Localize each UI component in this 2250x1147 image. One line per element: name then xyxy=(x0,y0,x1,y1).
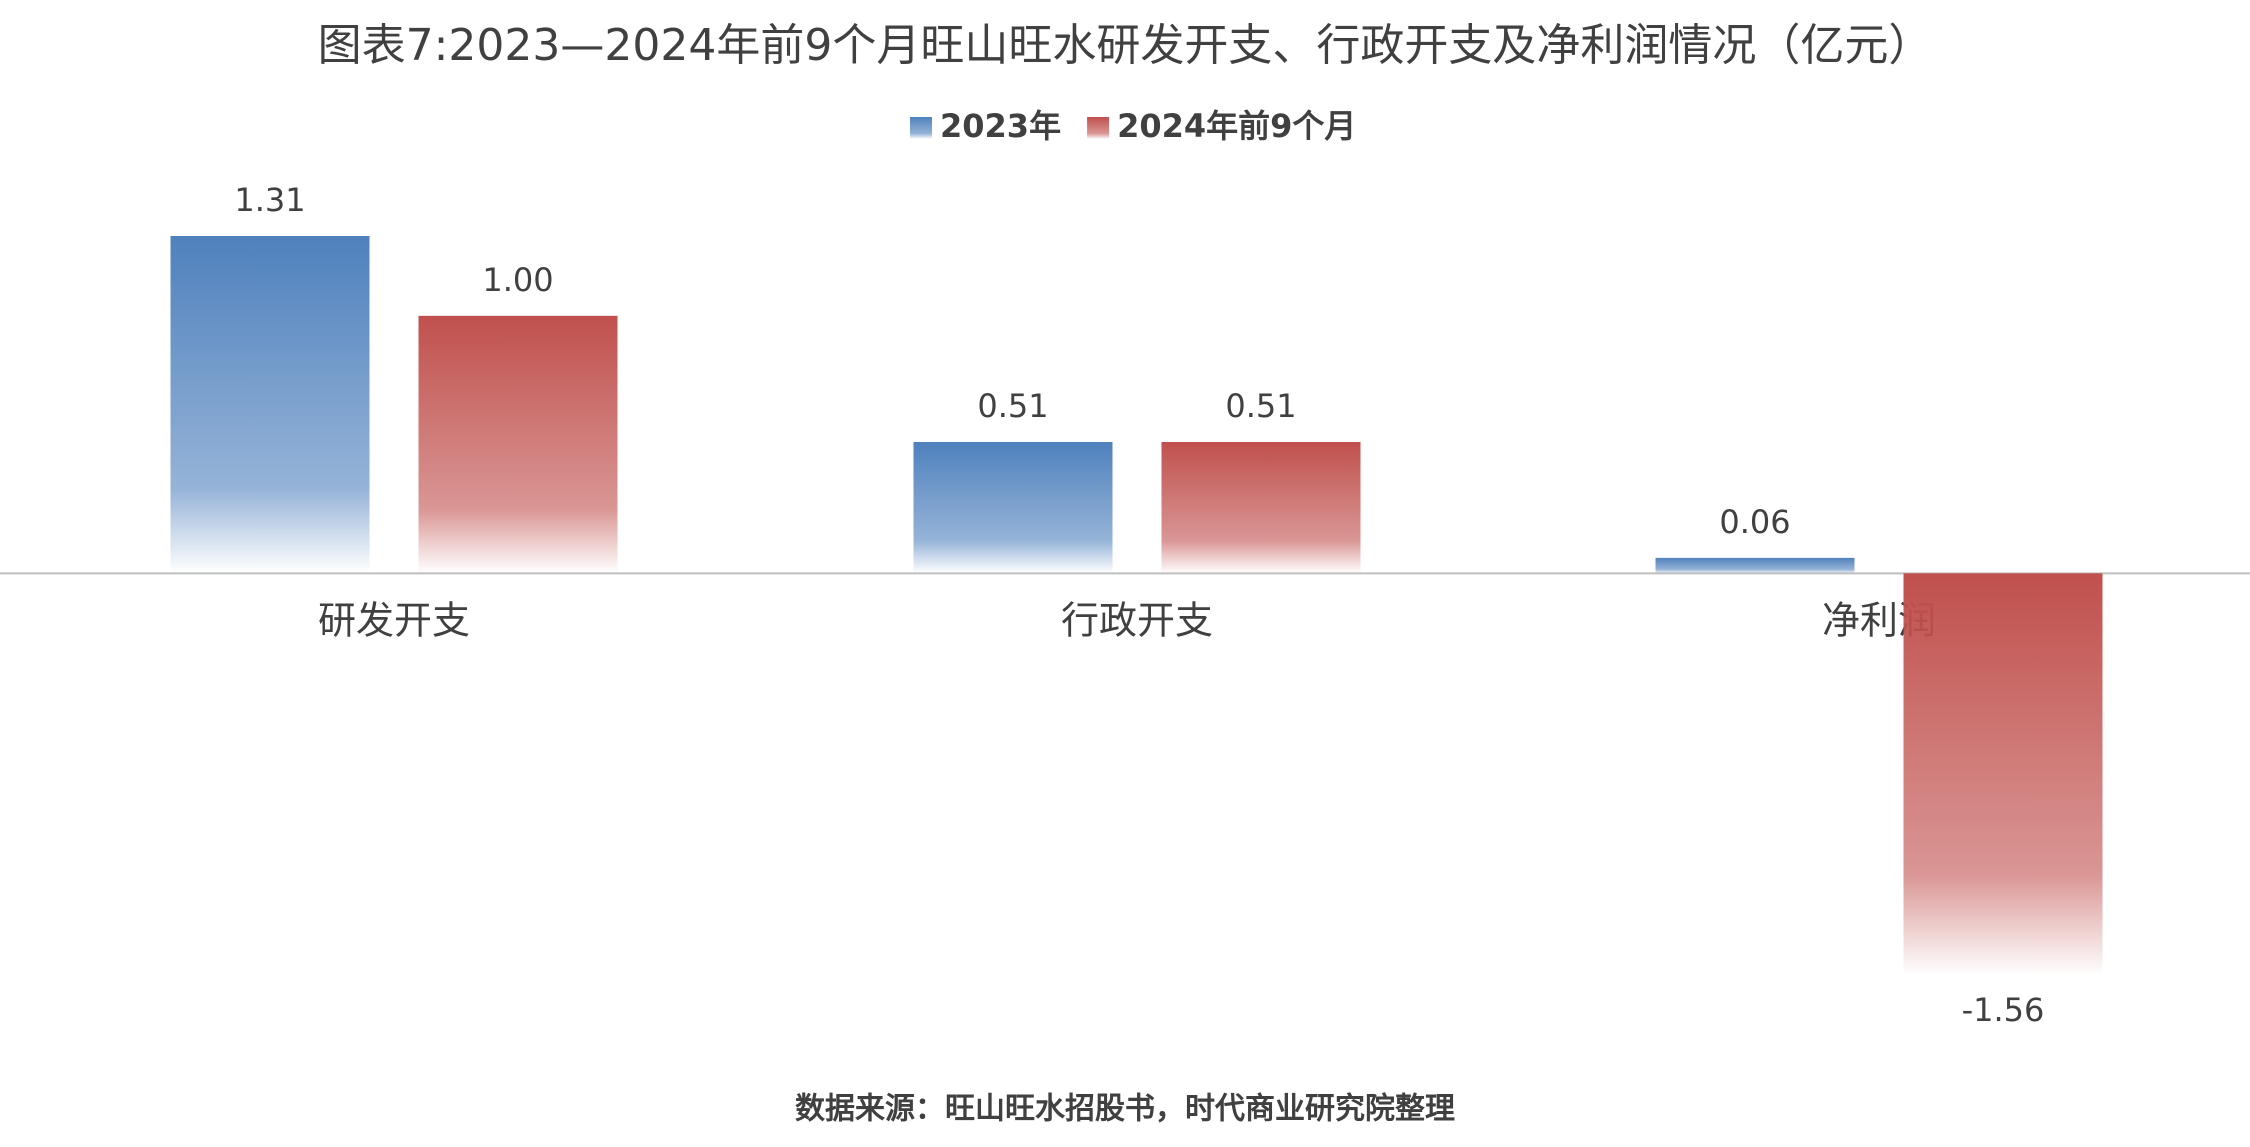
legend-swatch xyxy=(1087,117,1110,139)
bar xyxy=(1161,441,1361,574)
bar xyxy=(1903,573,2103,975)
value-label: 1.31 xyxy=(234,181,305,219)
legend-swatch xyxy=(910,117,932,139)
x-tick-label: 研发开支 xyxy=(318,599,470,643)
chart-title: 图表7:2023—2024年前9个月旺山旺水研发开支、行政开支及净利润情况（亿元… xyxy=(318,20,1933,71)
bar xyxy=(170,236,370,574)
value-label: 0.51 xyxy=(1225,387,1296,425)
value-label: -1.56 xyxy=(1962,991,2045,1029)
value-label: 0.51 xyxy=(977,387,1048,425)
legend-label: 2023年 xyxy=(940,107,1061,145)
bar xyxy=(1655,557,1855,574)
bar xyxy=(418,315,618,574)
bar xyxy=(913,441,1113,574)
value-label: 0.06 xyxy=(1719,503,1790,541)
legend-label: 2024年前9个月 xyxy=(1117,107,1356,145)
value-label: 1.00 xyxy=(482,261,553,299)
source-note: 数据来源：旺山旺水招股书，时代商业研究院整理 xyxy=(795,1092,1455,1127)
x-tick-label: 行政开支 xyxy=(1061,599,1213,643)
